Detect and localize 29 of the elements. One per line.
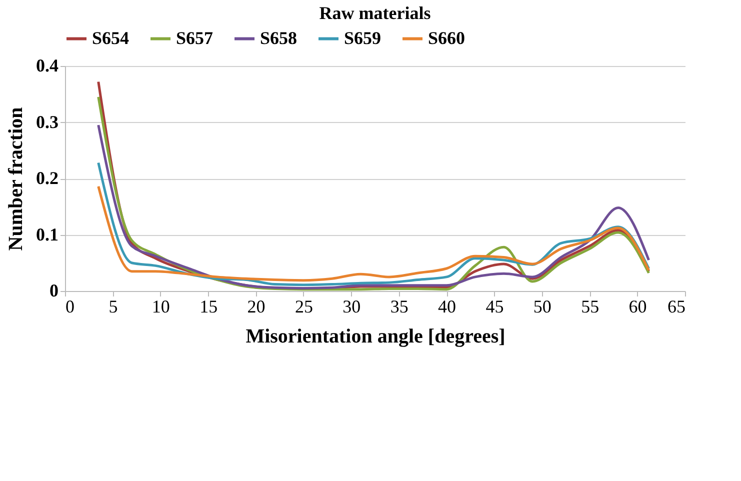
line-series bbox=[97, 124, 650, 290]
x-tick-label: 10 bbox=[152, 296, 170, 316]
x-tick-label: 0 bbox=[66, 296, 74, 316]
y-tick-label: 0.1 bbox=[36, 224, 58, 244]
x-tick-label: 35 bbox=[390, 296, 408, 316]
y-tick-label: 0.2 bbox=[36, 168, 58, 188]
x-tick-label: 30 bbox=[342, 296, 361, 316]
legend-label: S658 bbox=[260, 28, 298, 48]
x-tick-label: 60 bbox=[628, 296, 647, 316]
y-tick-label: 0.4 bbox=[36, 56, 58, 76]
line-series bbox=[97, 185, 650, 282]
chart-title: Raw materials bbox=[319, 3, 431, 23]
y-tick-label: 0.3 bbox=[36, 112, 58, 132]
x-axis-title: Misorientation angle [degrees] bbox=[246, 326, 506, 348]
x-tick-label: 25 bbox=[294, 296, 313, 316]
y-axis-title: Number fraction bbox=[5, 107, 27, 251]
legend-label: S657 bbox=[176, 28, 214, 48]
y-tick-label: 0 bbox=[50, 280, 58, 300]
x-tick-label: 5 bbox=[108, 296, 118, 316]
x-tick-label: 15 bbox=[200, 296, 218, 316]
x-tick-label: 55 bbox=[581, 296, 600, 316]
x-tick-label: 65 bbox=[668, 296, 686, 316]
x-tick-label: 50 bbox=[533, 296, 552, 316]
x-tick-label: 20 bbox=[247, 296, 266, 316]
x-tick-label: 40 bbox=[438, 296, 456, 316]
legend-label: S660 bbox=[428, 28, 466, 48]
legend-label: S659 bbox=[344, 28, 382, 48]
legend-label: S654 bbox=[92, 28, 130, 48]
x-tick-label: 45 bbox=[486, 296, 504, 316]
